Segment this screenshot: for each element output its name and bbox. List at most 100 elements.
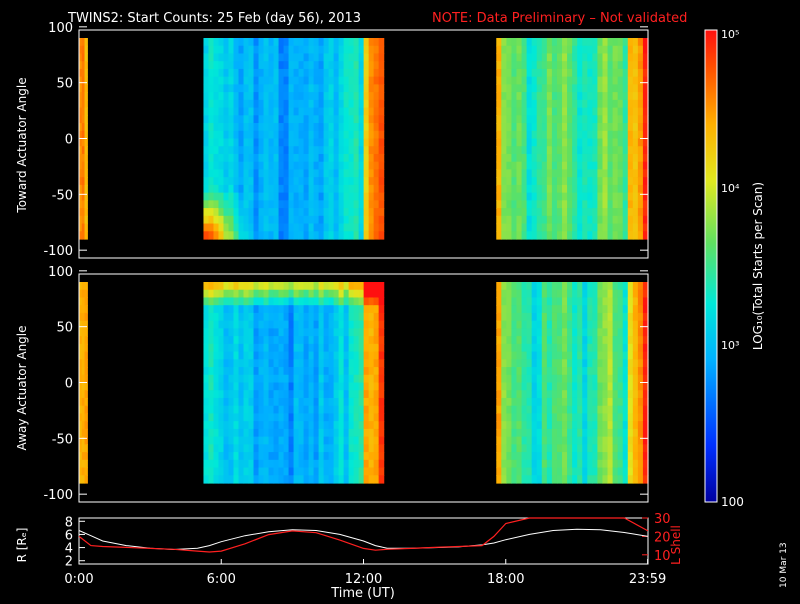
heatmap-cell bbox=[203, 312, 210, 322]
heatmap-cell bbox=[622, 208, 629, 217]
heatmap-cell bbox=[597, 76, 604, 85]
heatmap-cell bbox=[218, 452, 225, 461]
heatmap-cell bbox=[333, 282, 340, 291]
heatmap-cell bbox=[496, 153, 502, 163]
heatmap-cell bbox=[218, 305, 225, 314]
heatmap-cell bbox=[84, 192, 88, 201]
heatmap-cell bbox=[298, 84, 305, 93]
heatmap-cell bbox=[607, 84, 614, 93]
heatmap-cell bbox=[253, 123, 260, 132]
heatmap-cell bbox=[556, 192, 563, 201]
heatmap-cell bbox=[84, 475, 88, 484]
heatmap-cell bbox=[258, 45, 265, 55]
heatmap-cell bbox=[521, 475, 528, 484]
heatmap-cell bbox=[642, 153, 649, 163]
heatmap-cell bbox=[637, 305, 644, 314]
heatmap-cell bbox=[263, 99, 270, 109]
heatmap-cell bbox=[263, 130, 270, 140]
heatmap-cell bbox=[278, 436, 285, 445]
heatmap-cell bbox=[238, 130, 245, 140]
heatmap-cell bbox=[567, 61, 573, 70]
heatmap-cell bbox=[288, 444, 295, 453]
heatmap-cell bbox=[84, 405, 88, 415]
heatmap-cell bbox=[338, 231, 345, 240]
heatmap-cell bbox=[238, 397, 245, 407]
heatmap-cell bbox=[556, 169, 563, 178]
heatmap-cell bbox=[562, 282, 568, 291]
heatmap-cell bbox=[348, 153, 355, 163]
heatmap-cell bbox=[567, 184, 573, 194]
heatmap-cell bbox=[84, 374, 88, 384]
heatmap-cell bbox=[313, 413, 320, 422]
heatmap-cell bbox=[567, 297, 573, 306]
heatmap-cell bbox=[612, 282, 619, 291]
heatmap-cell bbox=[531, 38, 538, 47]
heatmap-cell bbox=[567, 405, 573, 415]
heatmap-cell bbox=[338, 146, 345, 155]
heatmap-cell bbox=[298, 99, 305, 109]
heatmap-cell bbox=[243, 359, 250, 368]
heatmap-cell bbox=[551, 413, 558, 422]
heatmap-cell bbox=[79, 475, 83, 484]
heatmap-cell bbox=[278, 161, 285, 171]
heatmap-cell bbox=[622, 53, 629, 62]
heatmap-cell bbox=[536, 231, 543, 240]
heatmap-cell bbox=[258, 161, 265, 171]
heatmap-cell bbox=[238, 359, 245, 368]
heatmap-cell bbox=[521, 169, 528, 178]
heatmap-cell bbox=[363, 336, 370, 345]
heatmap-cell bbox=[293, 92, 300, 101]
heatmap-cell bbox=[268, 297, 275, 306]
heatmap-cell bbox=[562, 130, 568, 140]
heatmap-cell bbox=[358, 312, 365, 322]
heatmap-cell bbox=[496, 374, 502, 384]
heatmap-cell bbox=[238, 76, 245, 85]
heatmap-cell bbox=[348, 161, 355, 171]
heatmap-cell bbox=[612, 421, 619, 430]
heatmap-cell bbox=[536, 215, 543, 225]
heatmap-cell bbox=[203, 475, 210, 484]
heatmap-cell bbox=[531, 297, 538, 306]
heatmap-cell bbox=[511, 68, 518, 78]
heatmap-cell bbox=[582, 169, 588, 178]
heatmap-cell bbox=[637, 444, 644, 453]
heatmap-cell bbox=[343, 320, 350, 329]
heatmap-cell bbox=[203, 467, 210, 476]
heatmap-cell bbox=[597, 336, 604, 345]
heatmap-cell bbox=[546, 428, 553, 438]
heatmap-cell bbox=[587, 68, 593, 78]
heatmap-cell bbox=[531, 84, 538, 93]
heatmap-cell bbox=[218, 374, 225, 384]
heatmap-cell bbox=[293, 297, 300, 306]
heatmap-cell bbox=[567, 467, 573, 476]
heatmap-cell bbox=[338, 421, 345, 430]
heatmap-cell bbox=[323, 200, 330, 209]
heatmap-cell bbox=[298, 467, 305, 476]
heatmap-cell bbox=[213, 452, 220, 461]
heatmap-cell bbox=[607, 343, 614, 353]
heatmap-cell bbox=[612, 336, 619, 345]
heatmap-cell bbox=[368, 146, 375, 155]
heatmap-cell bbox=[602, 76, 609, 85]
heatmap-cell bbox=[323, 45, 330, 55]
heatmap-cell bbox=[79, 169, 83, 178]
heatmap-cell bbox=[577, 208, 583, 217]
heatmap-cell bbox=[203, 320, 210, 329]
heatmap-cell bbox=[283, 320, 290, 329]
heatmap-cell bbox=[582, 38, 588, 47]
heatmap-cell bbox=[243, 84, 250, 93]
heatmap-cell bbox=[516, 452, 523, 461]
heatmap-cell bbox=[368, 467, 375, 476]
heatmap-cell bbox=[363, 343, 370, 353]
heatmap-cell bbox=[567, 177, 573, 186]
y-tick-label: 100 bbox=[48, 265, 73, 280]
heatmap-cell bbox=[368, 320, 375, 329]
heatmap-cell bbox=[592, 231, 599, 240]
heatmap-cell bbox=[268, 68, 275, 78]
heatmap-cell bbox=[637, 413, 644, 422]
heatmap-cell bbox=[506, 397, 513, 407]
heatmap-cell bbox=[531, 107, 538, 116]
heatmap-cell bbox=[622, 305, 629, 314]
heatmap-cell bbox=[378, 282, 385, 291]
heatmap-cell bbox=[602, 397, 609, 407]
